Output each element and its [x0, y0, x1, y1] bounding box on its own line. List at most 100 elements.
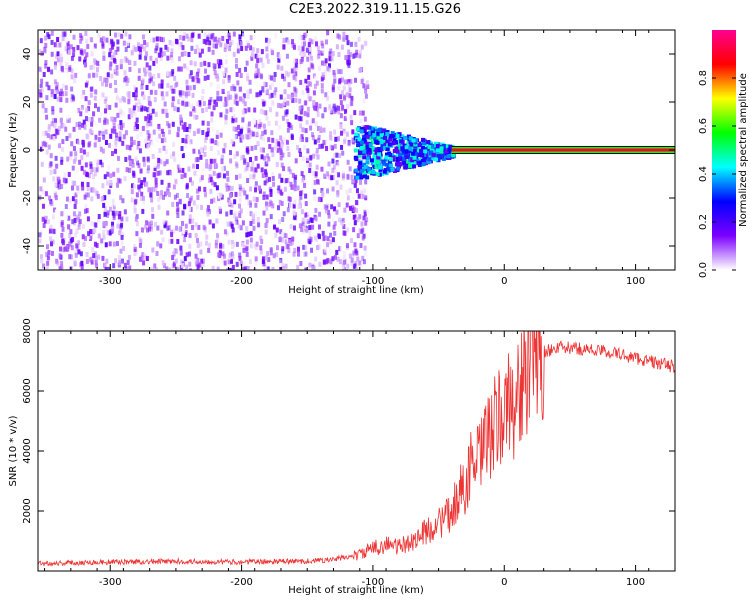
spectrogram-cell [332, 224, 336, 230]
spectrogram-cell [373, 126, 378, 131]
spectrogram-cell [73, 78, 77, 84]
spectrogram-cell [161, 260, 165, 266]
x-tick-label: -300 [99, 577, 122, 588]
spectrogram-cell [407, 149, 412, 154]
spectrogram-cell [181, 268, 185, 270]
spectrogram-cell [286, 145, 290, 151]
spectrogram-cell [238, 184, 242, 190]
spectrogram-cell [442, 148, 447, 153]
spectrogram-cell [135, 214, 139, 220]
spectrogram-cell [232, 213, 236, 219]
spectrogram-cell [77, 107, 81, 113]
spectrogram-cell [307, 74, 311, 80]
spectrogram-cell [283, 97, 287, 103]
spectrogram-cell [315, 151, 319, 157]
spectrogram-cell [346, 173, 350, 179]
spectrogram-cell [256, 48, 260, 54]
spectrogram-cell [399, 139, 404, 144]
spectrogram-cell [85, 258, 89, 264]
spectrogram-cell [84, 162, 88, 168]
spectrogram-cell [298, 148, 302, 154]
spectrogram-cell [289, 224, 293, 230]
spectrogram-cell [292, 230, 296, 236]
spectrogram-cell [243, 190, 247, 196]
spectrogram-cell [271, 266, 275, 270]
spectrogram-cell [161, 95, 165, 101]
spectrogram-cell [140, 44, 144, 50]
spectrogram-cell [139, 131, 143, 137]
spectrogram-cell [298, 105, 302, 111]
spectrogram-cell [135, 117, 139, 123]
spectrogram-cell [71, 94, 75, 100]
spectrogram-cell [267, 156, 271, 162]
spectrogram-cell [87, 234, 91, 240]
spectrogram-cell [295, 65, 299, 71]
spectrogram-cell [92, 111, 96, 117]
spectrogram-cell [75, 138, 79, 144]
spectrogram-cell [238, 173, 242, 179]
spectrogram-cell [170, 48, 174, 54]
spectrogram-cell [116, 46, 120, 52]
spectrogram-cell [298, 59, 302, 65]
spectrogram-cell [137, 140, 141, 146]
spectrogram-cell [315, 147, 319, 153]
spectrogram-cell [113, 67, 117, 73]
spectrogram-cell [402, 156, 407, 161]
spectrogram-cell [111, 210, 115, 216]
spectrogram-cell [306, 148, 310, 154]
spectrogram-cell [175, 192, 179, 198]
spectrogram-cell [95, 167, 99, 173]
spectrogram-cell [99, 196, 103, 202]
spectrogram-cell [128, 107, 132, 113]
spectrogram-cell [291, 97, 295, 103]
spectrogram-cell [107, 164, 111, 170]
spectrogram-cell [359, 118, 363, 124]
spectrogram-cell [359, 67, 363, 73]
spectrogram-cell [164, 149, 168, 155]
spectrogram-cell [383, 157, 388, 162]
spectrogram-cell [342, 36, 346, 42]
spectrogram-cell [339, 184, 343, 190]
spectrogram-cell [329, 131, 333, 137]
spectrogram-cell [113, 128, 117, 134]
spectrogram-cell [300, 190, 304, 196]
spectrogram-cell [264, 264, 268, 270]
spectrogram-cell [181, 45, 185, 51]
spectrogram-cell [362, 215, 366, 221]
spectrogram-cell [376, 155, 381, 160]
spectrogram-cell [149, 89, 153, 95]
spectrogram-cell [227, 259, 231, 265]
spectrogram-cell [83, 194, 87, 200]
spectrogram-cell [214, 43, 218, 49]
spectrogram-cell [369, 158, 374, 163]
spectrogram-cell [280, 248, 284, 254]
spectrogram-cell [120, 240, 124, 246]
spectrogram-cell [60, 265, 64, 270]
spectrogram-cell [211, 49, 215, 55]
spectrogram-cell [187, 142, 191, 148]
spectrogram-cell [315, 41, 319, 47]
spectrogram-cell [226, 176, 230, 182]
spectrogram-cell [170, 232, 174, 238]
spectrogram-cell [328, 247, 332, 253]
spectrogram-cell [144, 138, 148, 144]
spectrogram-cell [312, 170, 316, 176]
spectrogram-cell [115, 94, 119, 100]
spectrogram-cell [192, 130, 196, 136]
spectrogram-cell [321, 190, 325, 196]
spectrogram-cell [89, 169, 93, 175]
spectrogram-cell [243, 101, 247, 107]
spectrogram-cell [262, 81, 266, 87]
spectrogram-cell [413, 152, 418, 157]
spectrogram-cell [227, 95, 231, 101]
spectrogram-cell [50, 250, 54, 256]
spectrogram-cell [338, 217, 342, 223]
spectrogram-cell [245, 232, 249, 238]
spectrogram-cell [38, 66, 42, 72]
spectrogram-cell [150, 76, 154, 82]
spectrogram-cell [284, 131, 288, 137]
spectrogram-cell [230, 251, 234, 257]
spectrogram-cell [96, 60, 100, 66]
spectrogram-cell [396, 164, 401, 169]
spectrogram-cell [332, 164, 336, 170]
